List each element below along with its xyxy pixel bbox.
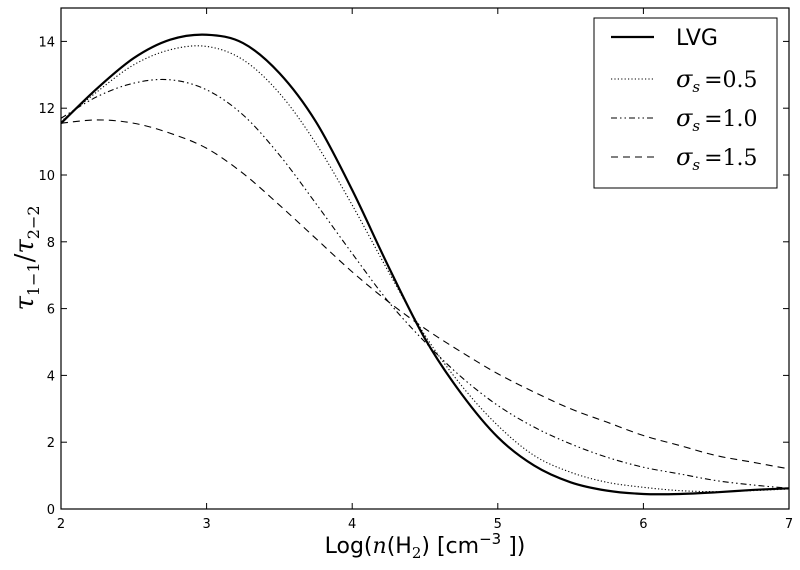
y-tick-label: 2 — [47, 436, 55, 451]
x-axis-label-close: ) — [421, 534, 430, 559]
series-line-sigma-1-0 — [61, 78, 789, 489]
y-axis-label-tau1: τ — [10, 296, 40, 311]
x-axis-label-sub: 2 — [412, 544, 422, 562]
x-tick-label: 2 — [57, 517, 65, 532]
y-tick-label: 10 — [38, 169, 55, 184]
y-tick-label: 0 — [47, 503, 55, 518]
x-tick-label: 3 — [202, 517, 210, 532]
x-tick-label: 5 — [494, 517, 502, 532]
y-tick-label: 14 — [38, 35, 55, 50]
series-layer — [61, 33, 789, 496]
y-axis-label-slash: / — [10, 253, 40, 262]
x-axis-label-open: (H — [387, 534, 412, 559]
x-axis-label-sup: −3 — [479, 530, 501, 548]
legend-label-lvg: LVG — [676, 26, 718, 51]
y-tick-label: 8 — [47, 236, 55, 251]
x-axis-label-var: n — [373, 534, 387, 559]
x-tick-label: 7 — [785, 517, 793, 532]
y-axis-label-tau2: τ — [10, 239, 40, 254]
x-tick-label: 6 — [639, 517, 647, 532]
y-tick-label: 4 — [47, 369, 55, 384]
legend: LVG σs =0.5 σs =1.0 σs =1.5 — [593, 17, 778, 189]
plot-area-frame — [60, 7, 790, 510]
x-axis-label-unit-open: [cm — [430, 534, 479, 559]
legend-entries: LVG σs =0.5 σs =1.0 σs =1.5 — [611, 26, 758, 174]
y-axis-label: τ1−1/τ2−2 — [10, 205, 43, 310]
legend-box — [593, 17, 778, 189]
x-axis-label: Log(n(H2) [cm−3 ]) — [325, 530, 526, 562]
x-tick-label: 4 — [348, 517, 356, 532]
x-axis-label-prefix: Log( — [325, 534, 373, 559]
legend-label-sigma-1-0: σs =1.0 — [676, 104, 758, 135]
y-axis-label-sub2: 2−2 — [24, 205, 43, 239]
y-axis-label-sub1: 1−1 — [24, 262, 43, 296]
legend-label-sigma-1-5: σs =1.5 — [676, 143, 758, 174]
y-tick-label: 12 — [38, 102, 55, 117]
y-tick-label: 6 — [47, 303, 55, 318]
series-line-lvg — [61, 33, 789, 496]
legend-label-sigma-0-5: σs =0.5 — [676, 65, 758, 96]
x-axis-label-unit-close: ]) — [501, 534, 525, 559]
series-line-sigma-1-5 — [61, 119, 789, 470]
